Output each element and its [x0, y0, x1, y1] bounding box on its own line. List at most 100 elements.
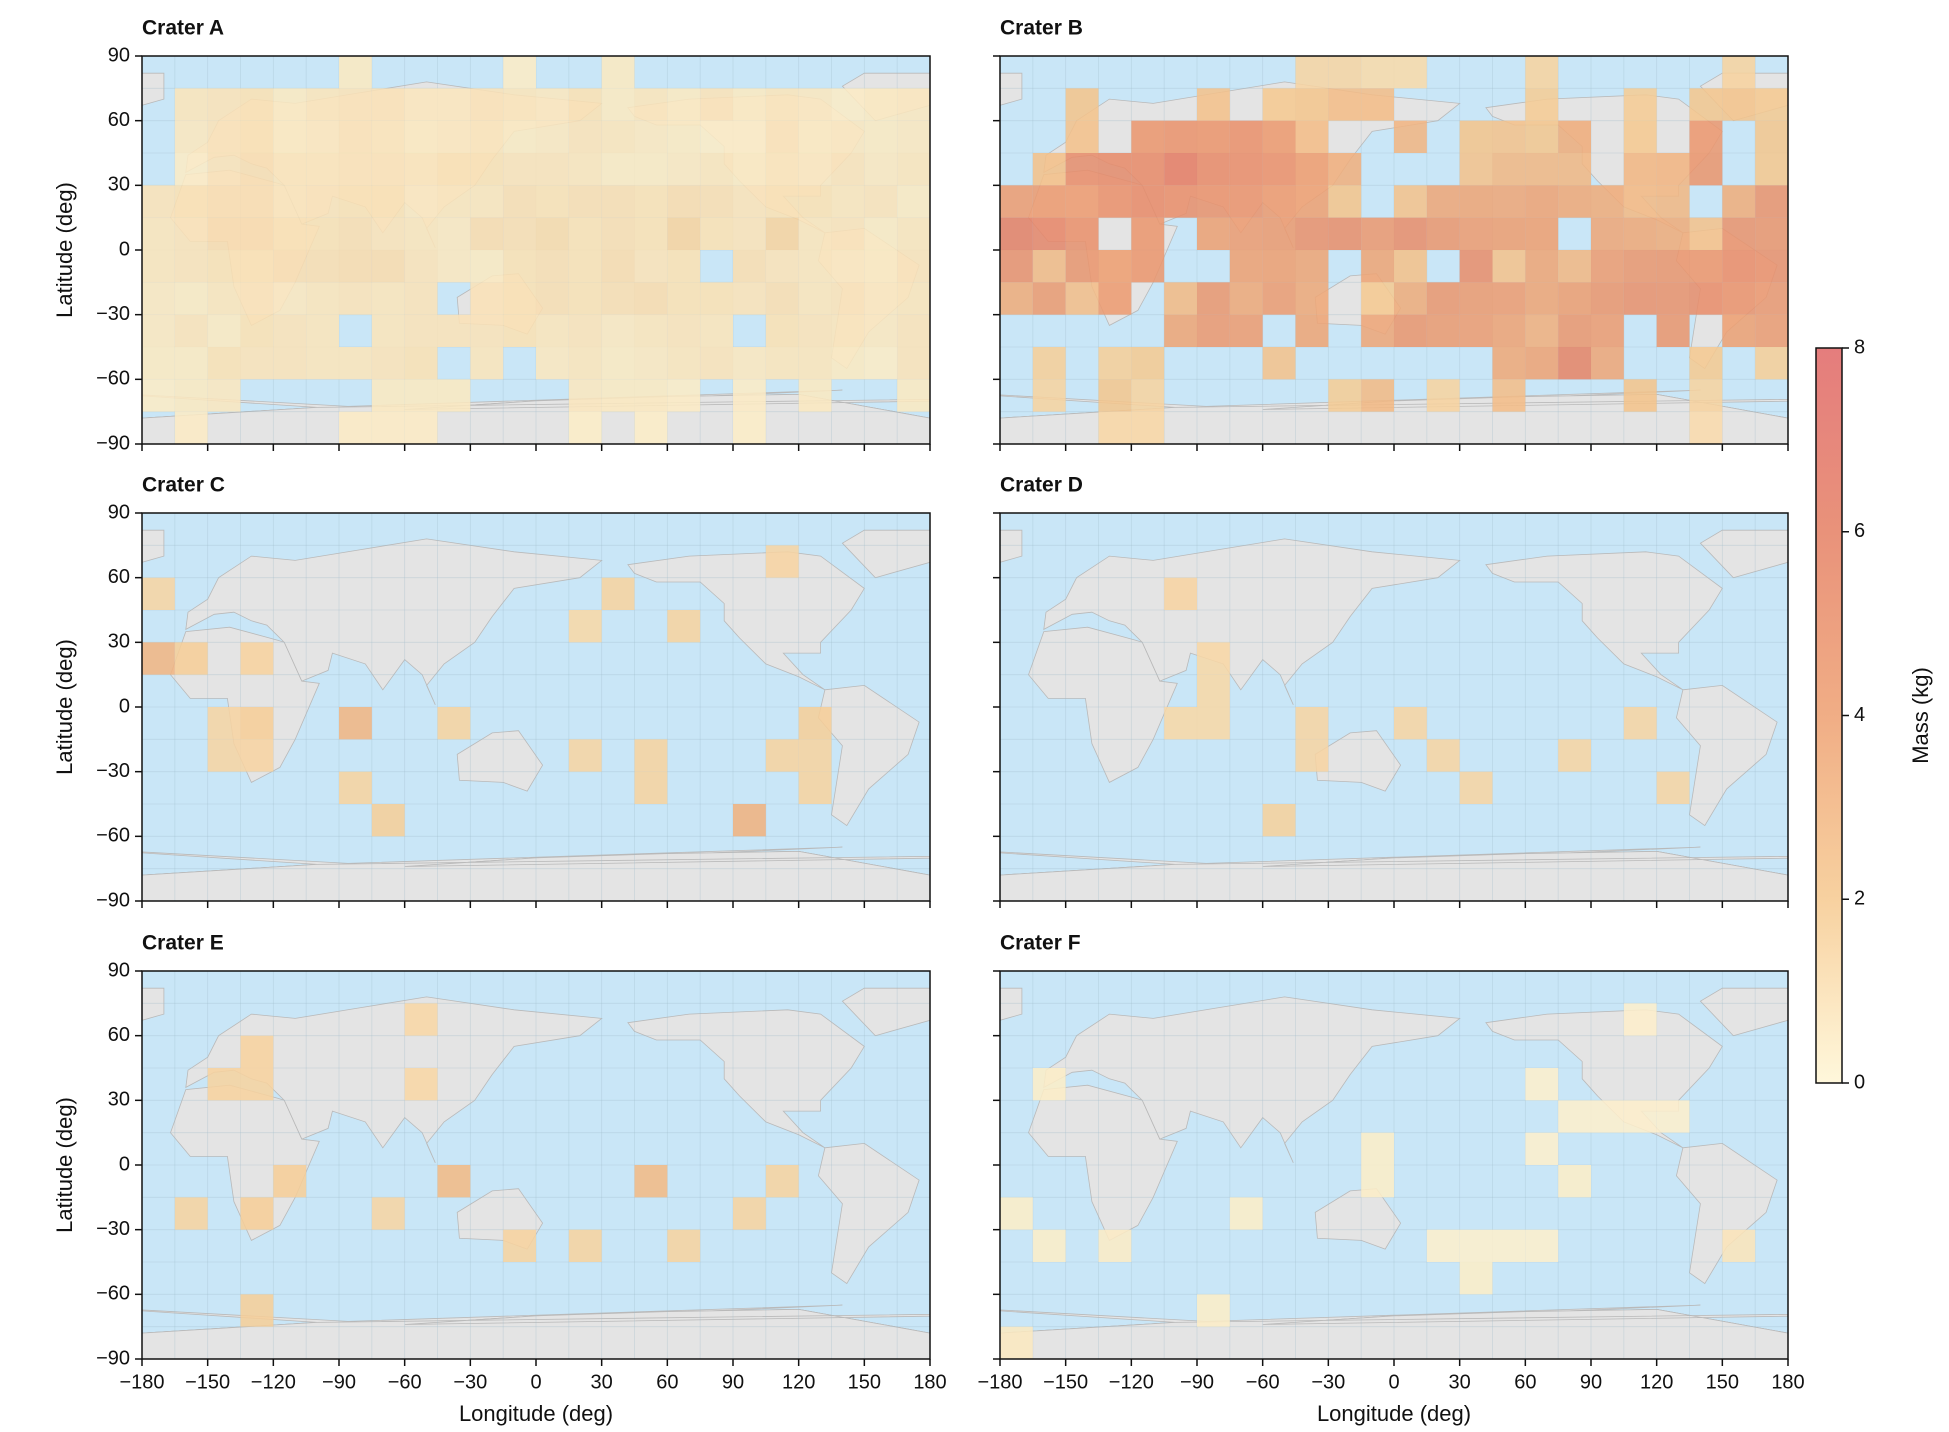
heat-cell	[1459, 250, 1493, 283]
heat-cell	[864, 314, 898, 347]
heat-cell	[1197, 120, 1230, 153]
heat-cell	[1262, 347, 1296, 380]
heat-cell	[634, 120, 668, 153]
heat-cell	[339, 185, 372, 218]
heat-cell	[1262, 217, 1296, 250]
heat-cell	[568, 250, 602, 283]
x-tick-label: −150	[1043, 1371, 1088, 1393]
x-tick-label: −60	[388, 1371, 422, 1393]
heat-cell	[1591, 1100, 1624, 1133]
heat-cell	[1164, 153, 1197, 186]
heat-cell	[437, 217, 471, 250]
heat-cell	[864, 282, 898, 315]
heat-cell	[1032, 379, 1066, 412]
heat-cell	[1229, 1197, 1263, 1230]
x-tick-label: 120	[782, 1371, 815, 1393]
heat-cell	[371, 120, 405, 153]
heat-cell	[1623, 1003, 1657, 1036]
heat-cell	[536, 282, 569, 315]
heat-cell	[306, 217, 339, 250]
heat-cell	[207, 153, 241, 186]
heat-cell	[503, 88, 536, 121]
heat-cell	[864, 120, 898, 153]
continent	[185, 538, 603, 705]
heat-cell	[306, 347, 339, 380]
heat-cell	[339, 347, 372, 380]
heat-cell	[240, 347, 274, 380]
heat-cell	[831, 217, 865, 250]
heat-cell	[1689, 120, 1723, 153]
heat-cell	[142, 314, 175, 347]
heat-cell	[404, 411, 438, 444]
heat-cell	[404, 1068, 438, 1101]
heat-cell	[1262, 185, 1296, 218]
heat-cell	[798, 120, 832, 153]
heat-cell	[765, 545, 799, 578]
x-tick-label: −30	[1311, 1371, 1345, 1393]
heat-cell	[798, 379, 832, 412]
y-tick-label: 90	[108, 959, 130, 981]
heat-cell	[1689, 250, 1723, 283]
heat-cell	[240, 120, 274, 153]
heat-cell	[1394, 217, 1427, 250]
heat-cell	[1295, 153, 1329, 186]
heat-cell	[1000, 1197, 1033, 1230]
heat-cell	[470, 217, 504, 250]
continent	[1000, 72, 1023, 106]
heat-cell	[1361, 217, 1394, 250]
heat-cell	[1755, 250, 1788, 283]
heat-cell	[1000, 217, 1033, 250]
heat-cell	[831, 314, 865, 347]
heat-cell	[1689, 88, 1723, 121]
colorbar-tick-label: 2	[1854, 888, 1865, 910]
x-tick-label: 90	[1580, 1371, 1602, 1393]
x-tick-label: 60	[656, 1371, 678, 1393]
heat-cell	[437, 314, 471, 347]
heat-cell	[733, 153, 766, 186]
heat-cell	[1295, 217, 1329, 250]
heat-cell	[1328, 88, 1362, 121]
y-axis-label: Latitude (deg)	[52, 639, 77, 775]
continent	[1675, 1142, 1778, 1285]
y-tick-label: 90	[108, 501, 130, 523]
y-tick-label: 60	[108, 109, 130, 131]
heat-cell	[601, 379, 635, 412]
heat-cell	[240, 1294, 274, 1327]
continent	[1675, 684, 1778, 827]
x-tick-label: −150	[185, 1371, 230, 1393]
heat-cell	[306, 153, 339, 186]
heat-cell	[1065, 282, 1099, 315]
x-tick-label: −180	[119, 1371, 164, 1393]
heat-cell	[634, 153, 668, 186]
continent	[1699, 529, 1788, 579]
y-axis-label: Latitude (deg)	[52, 1097, 77, 1233]
heat-cell	[733, 88, 766, 121]
heat-cell	[404, 314, 438, 347]
heat-cell	[1492, 250, 1526, 283]
heat-cell	[1459, 1229, 1493, 1262]
heat-cell	[207, 739, 241, 772]
heat-cell	[371, 314, 405, 347]
heat-cell	[404, 1003, 438, 1036]
heat-cell	[1032, 217, 1066, 250]
x-tick-label: −90	[1180, 1371, 1214, 1393]
heat-cell	[831, 282, 865, 315]
heat-cell	[1295, 282, 1329, 315]
panel: −180 −150 −120 −90 −60 −30 0 30 60 90 120 150 180 Cra…	[977, 932, 1804, 1426]
heat-cell	[1722, 56, 1756, 89]
heat-cell	[1656, 282, 1690, 315]
heat-cell	[142, 185, 175, 218]
heat-cell	[437, 707, 471, 740]
heat-cell	[568, 610, 602, 643]
heat-cell	[404, 88, 438, 121]
heat-cell	[667, 153, 701, 186]
heat-cell	[339, 282, 372, 315]
heat-cell	[1623, 282, 1657, 315]
heat-cell	[1262, 282, 1296, 315]
heat-cell	[1197, 707, 1230, 740]
heat-cell	[371, 153, 405, 186]
heat-cell	[1197, 185, 1230, 218]
heat-cell	[1262, 804, 1296, 837]
heat-cell	[240, 642, 274, 675]
heat-cell	[1755, 314, 1788, 347]
